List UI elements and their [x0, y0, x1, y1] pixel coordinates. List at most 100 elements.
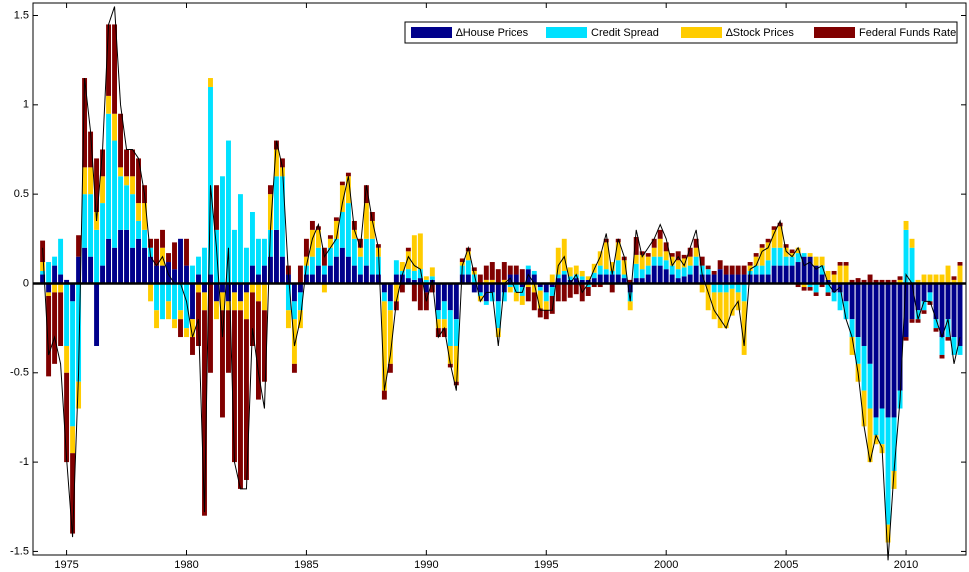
- bar-segment: [142, 247, 147, 284]
- bar-segment: [621, 278, 627, 284]
- y-tick-label: 0.5: [14, 188, 29, 200]
- bar-segment: [106, 95, 112, 114]
- bar-segment: [759, 274, 765, 284]
- bar-segment: [387, 363, 393, 373]
- bar-segment: [184, 265, 189, 284]
- bar-segment: [729, 274, 735, 284]
- bar-segment: [549, 283, 555, 288]
- bar-segment: [879, 283, 885, 409]
- bar-segment: [723, 274, 729, 284]
- bar-segment: [399, 274, 405, 284]
- bar-segment: [297, 265, 303, 284]
- bar-segment: [507, 287, 513, 293]
- bar-segment: [909, 319, 915, 323]
- bar-segment: [124, 229, 129, 284]
- bar-segment: [867, 408, 873, 463]
- bar-segment: [76, 256, 82, 284]
- bar-segment: [303, 274, 309, 284]
- x-tick-label: 1985: [294, 559, 318, 571]
- bar-segment: [214, 229, 219, 284]
- bar-segment: [927, 283, 933, 293]
- bar-segment: [459, 262, 465, 266]
- bar-segment: [261, 265, 267, 284]
- bar-segment: [513, 265, 519, 275]
- axes-frame: [32, 2, 967, 556]
- bar-segment: [795, 262, 801, 284]
- bar-segment: [166, 283, 171, 302]
- bar-segment: [381, 292, 387, 302]
- bar-segment: [465, 251, 471, 261]
- bar-segment: [537, 308, 543, 318]
- bar-segment: [369, 238, 375, 275]
- bar-segment: [933, 283, 939, 320]
- bar-segment: [627, 279, 633, 284]
- bar-segment: [699, 265, 705, 275]
- x-tick-label: 1990: [414, 559, 438, 571]
- bar-segment: [537, 283, 543, 288]
- bar-segment: [681, 258, 687, 268]
- bar-segment: [46, 292, 52, 296]
- bar-segment: [64, 283, 70, 346]
- bar-segment: [933, 328, 939, 332]
- bar-segment: [220, 292, 225, 311]
- bar-segment: [279, 158, 285, 168]
- bar-segment: [825, 292, 831, 296]
- bar-segment: [819, 274, 825, 284]
- bar-segment: [939, 283, 945, 338]
- bar-segment: [897, 276, 903, 280]
- bar-segment: [196, 283, 201, 293]
- bar-segment: [357, 247, 363, 257]
- bar-segment: [813, 256, 819, 266]
- bar-segment: [453, 345, 459, 382]
- bar-segment: [555, 274, 561, 279]
- bar-segment: [250, 283, 255, 293]
- bar-segment: [405, 251, 411, 270]
- bar-segment: [130, 176, 135, 195]
- bar-segment: [723, 283, 729, 293]
- bar-segment: [399, 270, 405, 275]
- bar-segment: [675, 260, 681, 270]
- legend-swatch: [546, 27, 587, 38]
- bar-segment: [765, 238, 771, 243]
- bar-segment: [927, 292, 933, 302]
- bar-segment: [321, 283, 327, 293]
- bar-segment: [501, 279, 507, 284]
- bar-segment: [543, 283, 549, 293]
- bar-segment: [867, 283, 873, 364]
- bar-segment: [273, 149, 279, 177]
- bar-segment: [837, 262, 843, 266]
- bar-segment: [891, 417, 897, 472]
- bar-segment: [208, 274, 213, 284]
- bar-segment: [297, 292, 303, 311]
- bar-segment: [405, 269, 411, 279]
- bar-segment: [321, 265, 327, 275]
- bar-segment: [250, 265, 255, 284]
- bar-segment: [849, 337, 855, 355]
- bar-segment: [669, 253, 675, 257]
- bar-segment: [357, 274, 363, 284]
- bar-segment: [777, 265, 783, 284]
- bar-segment: [693, 256, 699, 266]
- bar-segment: [639, 269, 645, 279]
- bar-segment: [663, 260, 669, 270]
- bar-segment: [561, 270, 567, 275]
- bar-segment: [651, 256, 657, 266]
- bar-segment: [513, 292, 519, 302]
- bar-segment: [957, 265, 963, 284]
- bar-segment: [585, 276, 591, 280]
- bar-segment: [202, 310, 207, 516]
- bar-segment: [94, 283, 100, 346]
- bar-segment: [807, 283, 813, 288]
- bar-segment: [573, 274, 579, 279]
- bar-segment: [40, 270, 46, 275]
- bar-segment: [825, 270, 831, 280]
- bar-segment: [315, 229, 321, 248]
- bar-segment: [789, 256, 795, 266]
- bar-segment: [885, 283, 891, 418]
- bar-segment: [837, 265, 843, 284]
- bar-segment: [208, 283, 213, 373]
- bar-segment: [693, 265, 699, 284]
- bar-segment: [40, 274, 46, 284]
- bar-segment: [957, 283, 963, 346]
- bar-segment: [387, 283, 393, 302]
